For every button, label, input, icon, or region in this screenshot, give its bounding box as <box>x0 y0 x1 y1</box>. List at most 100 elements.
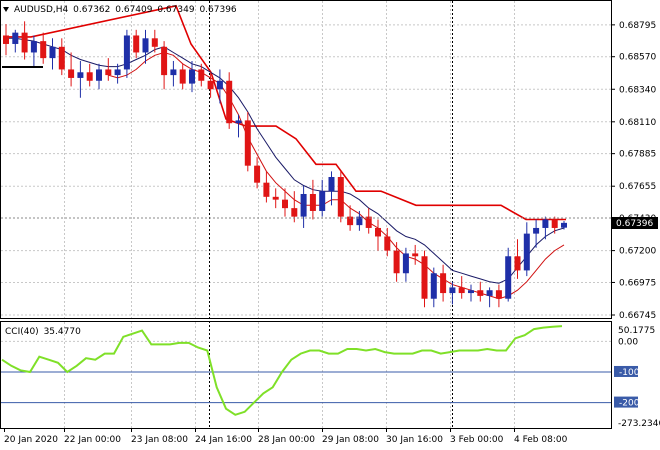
candle <box>3 24 9 56</box>
candle <box>58 38 65 76</box>
candle <box>216 69 223 104</box>
candle <box>440 264 447 302</box>
candle <box>189 60 195 93</box>
open-value: 0.67362 <box>73 5 110 15</box>
time-axis-label: 28 Jan 00:00 <box>258 435 315 445</box>
price-axis-label: 0.68110 <box>619 118 656 128</box>
candle <box>337 171 344 223</box>
cci-line <box>1 325 563 416</box>
candle <box>282 188 288 217</box>
candle <box>86 63 93 87</box>
high-value: 0.67409 <box>115 5 152 15</box>
current-price-badge: 0.67396 <box>612 217 658 229</box>
price-axis-label: 0.66975 <box>619 278 656 288</box>
price-axis-label: 0.68795 <box>619 21 656 31</box>
cci-level-badge <box>614 365 638 377</box>
candle <box>244 111 251 172</box>
current-price-label: 0.67396 <box>616 219 653 229</box>
cci-level-badge <box>614 396 638 408</box>
candle <box>226 72 233 129</box>
candle <box>328 171 335 206</box>
candle <box>430 267 437 308</box>
candle <box>77 60 84 98</box>
candle <box>309 179 316 220</box>
time-axis-label: 4 Feb 08:00 <box>514 435 568 445</box>
candle <box>486 287 493 308</box>
candle <box>198 63 205 87</box>
time-axis-label: 20 Jan 2020 <box>4 435 58 445</box>
candle <box>179 63 186 90</box>
cci-header: CCI(40) 35.4770 <box>5 327 81 337</box>
cci-series-line <box>1 325 563 416</box>
cci-level-lines <box>1 340 611 404</box>
candle <box>542 216 549 240</box>
candle <box>12 29 19 53</box>
candle <box>421 250 428 308</box>
symbol-label: AUDUSD <box>14 5 53 15</box>
time-axis-label: 24 Jan 16:00 <box>195 435 252 445</box>
price-panel[interactable] <box>0 0 612 319</box>
time-axis-label: 30 Jan 16:00 <box>386 435 443 445</box>
candle <box>123 29 130 78</box>
candle <box>151 29 158 53</box>
price-axis-label: 0.66745 <box>619 311 656 321</box>
cci-panel[interactable] <box>0 321 612 429</box>
close-value: 0.67396 <box>199 5 236 15</box>
candle <box>365 208 372 234</box>
candle <box>263 171 270 203</box>
cci-axis-label: -100 <box>619 368 640 378</box>
candle <box>235 114 242 138</box>
candle <box>412 244 419 265</box>
candle <box>30 35 37 67</box>
candle <box>68 52 75 87</box>
candle <box>523 222 530 277</box>
candle <box>254 157 261 189</box>
price-axis-label: 0.68570 <box>619 53 656 63</box>
candle <box>161 41 168 90</box>
candle <box>207 72 214 98</box>
candle <box>375 219 381 251</box>
candle <box>468 284 474 302</box>
candle <box>449 281 456 305</box>
candle <box>96 63 102 90</box>
candle <box>458 276 465 299</box>
candle <box>356 210 363 231</box>
candle <box>272 188 279 209</box>
cci-value: 35.4770 <box>44 327 81 337</box>
candle <box>393 242 400 282</box>
time-axis-label: 22 Jan 00:00 <box>64 435 121 445</box>
cci-name: CCI(40) <box>5 327 39 337</box>
chart-header: AUDUSD,H4 0.67362 0.67409 0.67349 0.6739… <box>3 5 237 15</box>
candle <box>561 221 567 230</box>
collapse-arrow-icon[interactable] <box>3 7 9 12</box>
time-axis-label: 23 Jan 08:00 <box>131 435 188 445</box>
svg-text:AUDUSD,H4 0.67362: AUDUSD,H4 0.67362 0.67409 0.67349 0.6739… <box>14 5 237 15</box>
candle <box>319 179 326 217</box>
cci-axis-label: 50.1775 <box>618 326 655 336</box>
timeframe-label: H4 <box>56 5 69 15</box>
time-axis: 20 Jan 2020 22 Jan 00:00 23 Jan 08:00 24 Ja… <box>4 428 568 445</box>
candle <box>384 227 391 257</box>
cci-axis-label: -273.2346 <box>618 419 660 429</box>
candle <box>551 216 558 234</box>
cci-axis-label: -200 <box>619 399 640 409</box>
candle <box>40 32 47 64</box>
time-axis-label: 3 Feb 00:00 <box>450 435 504 445</box>
trailing-stop-line <box>6 4 566 221</box>
candlesticks <box>2 21 567 308</box>
candle <box>21 21 28 60</box>
candle <box>477 281 484 302</box>
price-axis-label: 0.68340 <box>619 85 656 95</box>
candle <box>105 58 112 81</box>
psar-line <box>6 4 566 221</box>
cci-axis-label: 0.00 <box>618 337 638 347</box>
price-axis: 0.68795 0.68570 0.68340 0.68110 0.67885 0.676… <box>611 21 656 321</box>
candle <box>291 191 298 223</box>
price-axis-label: 0.67885 <box>619 150 656 160</box>
candle <box>300 185 307 228</box>
low-value: 0.67349 <box>157 5 194 15</box>
candle <box>49 38 56 70</box>
candle <box>170 60 177 87</box>
